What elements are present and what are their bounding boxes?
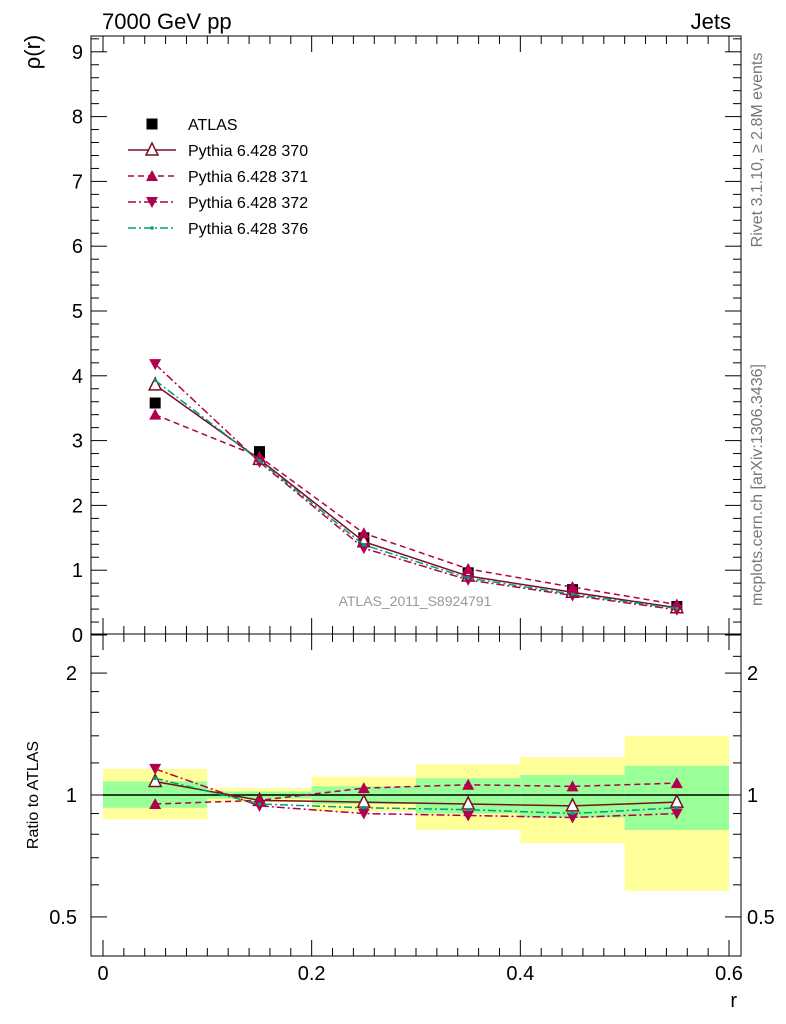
main-y-tick-label: 6 <box>72 236 83 258</box>
rivet-version-label: Rivet 3.1.10, ≥ 2.8M events <box>749 53 766 248</box>
series-line-pythia-6-428-376 <box>154 379 677 610</box>
series-pythia-6-428-376 <box>153 378 679 611</box>
ratio-series-pythia-6-428-371 <box>149 777 683 810</box>
ratio-y-tick-label-right: 1 <box>747 785 758 807</box>
data-point-pythia-6-428-376 <box>362 543 366 547</box>
series-pythia-6-428-370 <box>147 376 685 614</box>
data-point-pythia-6-428-376 <box>570 592 575 596</box>
main-y-tick-label: 1 <box>72 560 83 582</box>
data-point-pythia-6-428-376 <box>675 606 679 611</box>
main-y-tick-label: 8 <box>72 107 83 129</box>
legend-label: Pythia 6.428 370 <box>188 143 308 160</box>
ratio-y-tick-label: 2 <box>66 663 77 685</box>
series-pythia-6-428-372 <box>149 359 683 616</box>
legend-entry: ATLAS <box>146 117 238 134</box>
main-y-tick-label: 2 <box>72 495 83 517</box>
legend-marker <box>144 141 160 156</box>
ratio-series-pythia-6-428-376 <box>153 776 679 816</box>
legend-entry: Pythia 6.428 376 <box>128 221 308 238</box>
ratio-line-pythia-6-428-376 <box>154 777 677 815</box>
ratio-point-pythia-6-428-376 <box>675 805 679 810</box>
header-right-label: Jets <box>691 9 731 34</box>
ratio-point-pythia-6-428-371 <box>566 780 579 792</box>
data-point-pythia-6-428-371 <box>566 581 579 593</box>
data-point-pythia-6-428-376 <box>257 458 262 463</box>
data-point-pythia-6-428-376 <box>153 378 157 383</box>
main-y-tick-label: 5 <box>72 301 83 323</box>
legend-marker <box>146 197 158 208</box>
ratio-point-pythia-6-428-371 <box>149 798 162 810</box>
ratio-series-pythia-6-428-372 <box>149 763 683 824</box>
main-panel: 0 1 2 3 4 5 6 7 8 9 <box>72 35 742 647</box>
x-tick-label: 0 <box>97 963 108 985</box>
legend-label: Pythia 6.428 371 <box>188 169 308 186</box>
legend-entry: Pythia 6.428 370 <box>128 141 308 160</box>
ratio-point-pythia-6-428-376 <box>153 776 157 781</box>
x-tick-label: 0.4 <box>506 963 534 985</box>
series-line-pythia-6-428-371 <box>154 413 677 606</box>
ratio-point-pythia-6-428-371 <box>462 778 475 790</box>
ratio-point-pythia-6-428-376 <box>257 802 262 806</box>
analysis-id-label: ATLAS_2011_S8924791 <box>339 593 492 609</box>
main-y-tick-label: 3 <box>72 431 83 453</box>
data-point-pythia-6-428-371 <box>462 562 475 574</box>
ratio-point-pythia-6-428-372 <box>566 812 579 824</box>
ratio-point-pythia-6-428-372 <box>462 810 475 822</box>
main-y-tick-label: 9 <box>72 42 83 64</box>
ratio-point-pythia-6-428-370 <box>565 797 580 812</box>
series-pythia-6-428-371 <box>149 408 683 610</box>
ratio-point-pythia-6-428-371 <box>357 782 370 794</box>
ratio-point-pythia-6-428-372 <box>253 800 266 812</box>
ratio-line-pythia-6-428-370 <box>155 780 677 807</box>
legend-label: Pythia 6.428 372 <box>188 195 308 212</box>
legend: ATLAS Pythia 6.428 370 Pythia 6.428 371 Pyt… <box>128 117 308 238</box>
main-y-tick-label: 4 <box>72 366 83 388</box>
legend-marker <box>146 170 158 181</box>
ratio-point-pythia-6-428-376 <box>362 805 366 810</box>
main-y-tick-label: 0 <box>72 625 83 647</box>
data-point-pythia-6-428-371 <box>357 527 370 539</box>
ratio-y-tick-label: 0.5 <box>49 907 77 929</box>
ratio-y-tick-label-right: 0.5 <box>747 907 775 929</box>
ratio-y-tick-label-right: 2 <box>747 663 758 685</box>
ratio-line-pythia-6-428-372 <box>154 768 677 819</box>
data-point-pythia-6-428-376 <box>466 576 470 580</box>
ratio-point-pythia-6-428-376 <box>570 811 575 816</box>
legend-marker <box>146 118 158 130</box>
legend-entry: Pythia 6.428 371 <box>128 169 308 186</box>
header-left-label: 7000 GeV pp <box>102 9 232 34</box>
ratio-y-axis-label: Ratio to ATLAS <box>25 741 42 849</box>
series-atlas <box>149 397 683 612</box>
x-tick-label: 0.2 <box>298 963 326 985</box>
ratio-point-pythia-6-428-372 <box>149 763 162 775</box>
series-line-pythia-6-428-370 <box>154 384 677 609</box>
ratio-point-pythia-6-428-370 <box>147 772 163 788</box>
ratio-point-pythia-6-428-372 <box>357 808 370 820</box>
legend-label: Pythia 6.428 376 <box>188 221 308 238</box>
main-y-tick-label: 7 <box>72 171 83 193</box>
legend-marker <box>150 226 154 230</box>
ratio-point-pythia-6-428-372 <box>670 808 683 820</box>
ratio-panel: 0.5 0.5 1 1 2 2 0 0.2 0.4 0.6 <box>49 633 775 985</box>
main-y-axis-label: ρ(r) <box>20 35 45 70</box>
ratio-line-pythia-6-428-371 <box>155 782 677 805</box>
legend-label: ATLAS <box>188 117 238 134</box>
data-point-pythia-6-428-370 <box>147 376 163 391</box>
legend-entry: Pythia 6.428 372 <box>128 195 308 212</box>
ratio-point-pythia-6-428-376 <box>466 807 470 812</box>
series-line-pythia-6-428-372 <box>154 363 677 611</box>
x-axis-label: r <box>730 990 737 1012</box>
data-point-atlas <box>149 397 161 409</box>
data-point-pythia-6-428-372 <box>149 359 162 371</box>
data-point-pythia-6-428-371 <box>149 408 162 420</box>
x-tick-label: 0.6 <box>715 963 743 985</box>
ratio-y-tick-label: 1 <box>66 785 77 807</box>
mcplots-label: mcplots.cern.ch [arXiv:1306.3436] <box>749 364 766 606</box>
ratio-point-pythia-6-428-371 <box>670 777 683 789</box>
